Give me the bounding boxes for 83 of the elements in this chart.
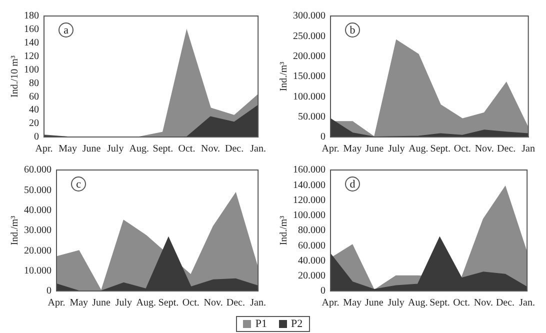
x-tick-label: Oct. [182,298,200,309]
x-tick-label: May [343,298,362,309]
x-tick-label: Sept. [430,298,450,309]
annotation: a [64,24,69,36]
y-tick-label: 100 [24,64,39,76]
x-tick-label: June [365,144,384,155]
y-tick-label: 50.000 [298,111,326,122]
y-tick-label: 60.000 [24,164,52,176]
x-tick-label: June [92,298,112,309]
y-tick-label: 0 [46,286,52,297]
x-tick-label: Aug. [136,298,156,309]
x-tick-label: July [107,144,124,155]
y-tick-label: 20.000 [298,270,326,282]
x-tick-label: Aug. [408,144,428,155]
y-tick-label: 40.000 [298,255,326,266]
y-tick-label: 40.000 [24,204,52,216]
y-tick-label: 120.000 [293,194,326,206]
x-tick-label: July [115,298,132,309]
x-tick-label: Dec. [497,144,516,155]
x-tick-label: Apr. [322,298,340,309]
x-tick-label: Nov. [204,298,223,309]
y-tick-label: 80.000 [298,225,326,236]
x-tick-label: Dec. [496,298,515,309]
y-tick-label: 0 [34,132,39,143]
y-tick-label: 250.000 [293,30,326,42]
y-tick-label: 150.000 [293,71,326,82]
x-tick-label: Jan. [250,298,266,309]
y-tick-label: 100.000 [293,210,326,221]
x-tick-label: Jan [522,144,536,155]
annotation: c [76,178,82,190]
y-tick-label: 20 [29,118,39,130]
legend-label: P1 [255,318,267,330]
x-tick-label: July [388,298,404,309]
x-tick-label: Aug. [129,144,150,155]
y-tick-label: 40 [29,104,39,116]
y-tick-label: 140 [24,38,39,49]
y-tick-label: 180 [24,10,39,22]
y-tick-label: 20.000 [24,245,52,256]
y-tick-label: 160.000 [293,164,326,176]
y-tick-label: 0 [320,286,326,297]
x-tick-label: July [388,144,405,155]
x-tick-label: May [58,144,77,155]
y-tick-label: 140.000 [293,180,326,191]
y-tick-label: 300.000 [293,10,326,22]
y-tick-label: 50.000 [24,184,52,196]
x-tick-label: Oct. [453,298,470,309]
y-tick-label: 0 [320,132,326,143]
x-tick-label: Nov. [474,144,494,155]
annotation: b [350,24,356,36]
x-tick-label: Apr. [35,144,53,155]
y-axis-title: Ind./m³ [278,62,290,92]
x-tick-label: Dec. [226,298,245,309]
x-tick-label: Jan. [519,298,536,309]
x-tick-label: Sept. [158,298,179,309]
x-tick-label: Oct. [454,144,471,155]
x-tick-label: Aug. [408,298,428,309]
x-tick-label: May [343,144,362,155]
y-tick-label: 60 [29,91,39,102]
y-tick-label: 100.000 [293,91,326,102]
y-axis-title: Ind./m³ [278,216,290,246]
x-tick-label: Apr. [48,298,66,309]
x-tick-label: Apr. [322,144,340,155]
x-tick-label: Jan. [250,144,266,155]
y-tick-label: 80 [29,78,39,89]
y-tick-label: 200.000 [293,50,326,62]
y-axis-title: Ind./10 m³ [10,56,21,98]
y-tick-label: 30.000 [24,225,52,236]
x-tick-label: Dec. [224,144,244,155]
y-tick-label: 60.000 [298,240,326,252]
x-tick-label: Oct. [178,144,196,155]
y-tick-label: 10.000 [24,265,52,276]
x-tick-label: June [365,298,384,309]
x-tick-label: Nov. [474,298,493,309]
x-tick-label: May [70,298,88,309]
annotation: d [350,178,356,190]
y-axis-title: Ind./m³ [10,216,21,246]
x-tick-label: Sept. [430,144,451,155]
x-tick-label: June [82,144,102,155]
x-tick-label: Nov. [200,144,220,155]
legend-label: P2 [291,318,303,330]
x-tick-label: Sept. [152,144,174,155]
y-tick-label: 160 [24,24,39,36]
y-tick-label: 120 [24,50,39,62]
